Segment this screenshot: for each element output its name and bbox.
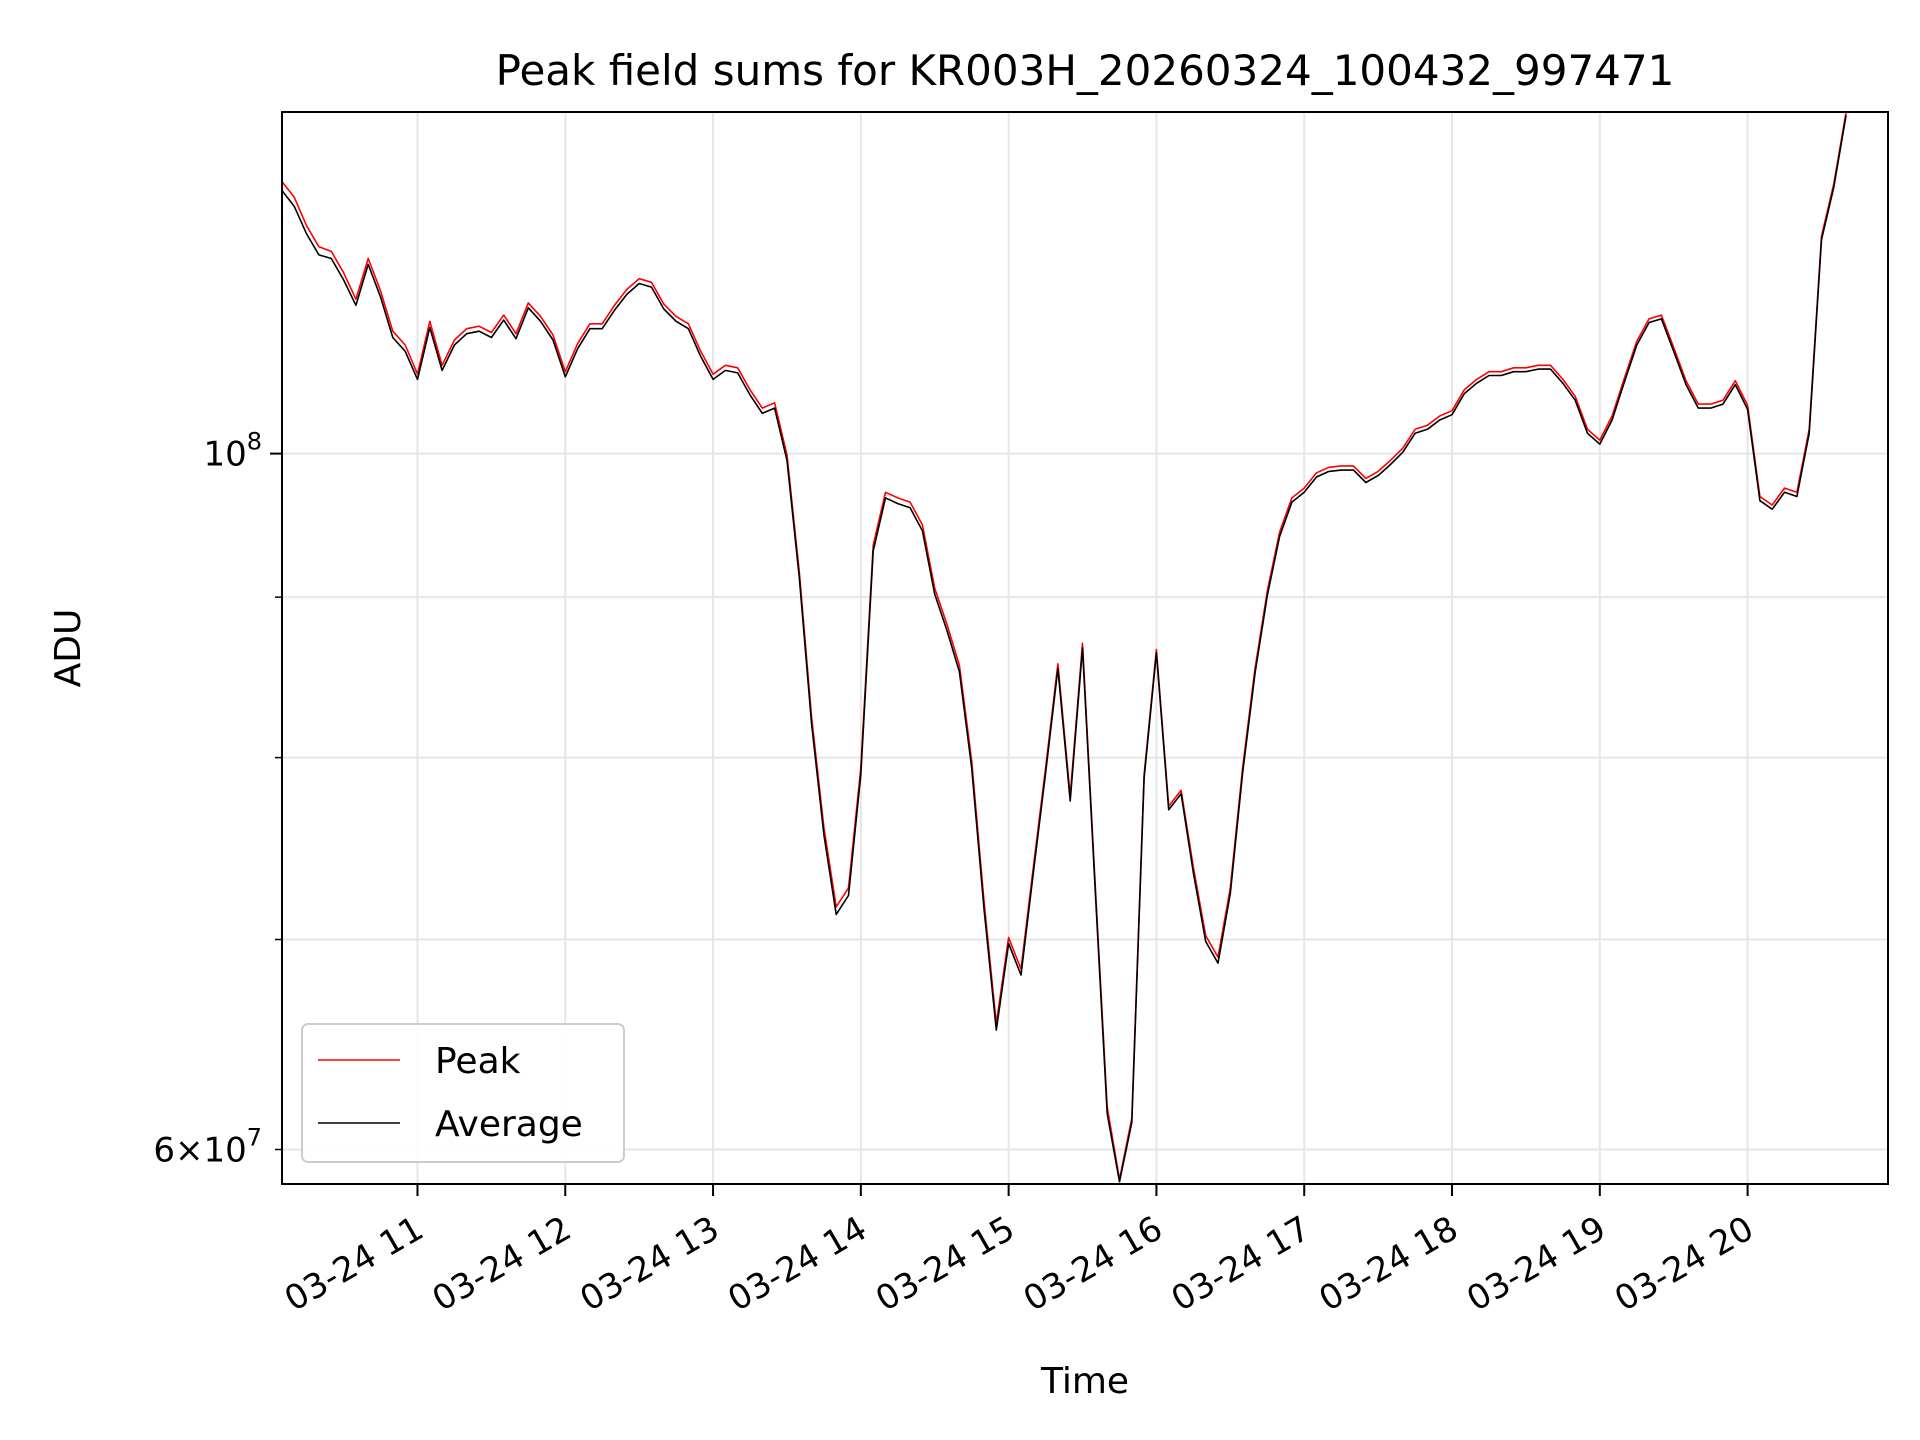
legend: Peak Average <box>301 1023 625 1163</box>
series-line-average <box>282 115 1847 1183</box>
legend-peak-label: Peak <box>435 1041 521 1082</box>
x-axis-label: Time <box>1040 1361 1129 1402</box>
y-tick-label: 6×107 <box>153 1124 262 1171</box>
y-axis-label: ADU <box>48 609 89 688</box>
legend-average-label: Average <box>435 1104 583 1145</box>
plot-frame <box>281 111 1889 1185</box>
series-lines <box>282 112 1847 1183</box>
chart-title: Peak field sums for KR003H_20260324_1004… <box>496 46 1675 95</box>
legend-box <box>301 1023 625 1163</box>
